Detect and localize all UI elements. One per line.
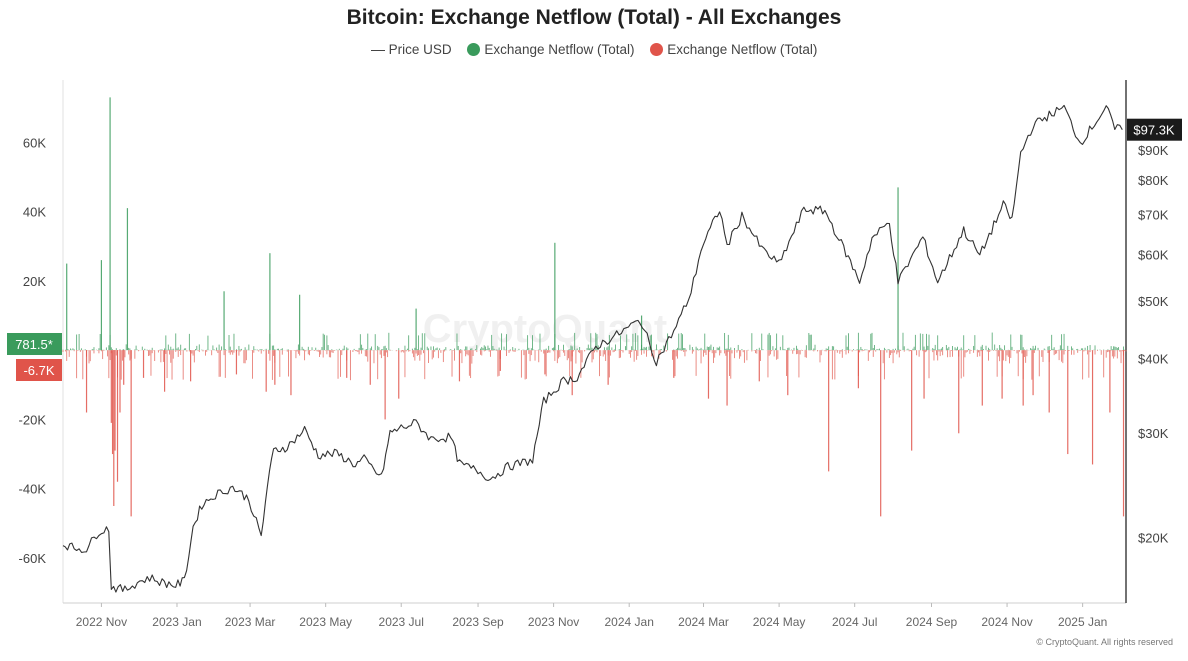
y-tick-label-left: 40K [23,205,46,220]
x-tick-label: 2025 Jan [1058,615,1107,629]
price-badge [1127,118,1182,141]
legend-dot-green-icon [467,43,481,56]
x-tick-label: 2024 Mar [678,615,729,629]
y-tick-label-right: $40K [1138,352,1169,367]
chart-title: Bitcoin: Exchange Netflow (Total) - All … [346,6,842,29]
legend-label-outflow: Exchange Netflow (Total) [667,42,818,57]
legend-item-outflow[interactable]: Exchange Netflow (Total) [650,42,817,57]
y-tick-label-right: $60K [1138,247,1169,262]
y-tick-label-left: -20K [19,412,47,427]
legend-line-icon [370,49,385,52]
watermark: CryptoQuant [423,307,667,351]
legend-label-price: Price USD [388,42,452,57]
y-tick-label-left: -40K [19,482,47,497]
x-tick-label: 2024 May [753,615,806,629]
y-tick-label-right: $70K [1138,208,1169,223]
netflow-bars [62,97,1127,517]
x-tick-label: 2023 Nov [528,615,579,629]
x-tick-label: 2023 May [299,615,352,629]
y-tick-label-right: $90K [1138,143,1169,158]
x-tick-label: 2023 Mar [225,615,276,629]
y-tick-label-left: 60K [23,135,46,150]
price-line [62,104,1123,593]
y-tick-label-right: $80K [1138,173,1169,188]
legend-dot-red-icon [650,43,664,56]
x-tick-label: 2023 Jan [152,615,201,629]
y-tick-label-right: $50K [1138,294,1169,309]
legend-label-inflow: Exchange Netflow (Total) [484,42,635,57]
y-tick-label-right: $30K [1138,426,1169,441]
x-tick-label: 2023 Sep [452,615,504,629]
x-tick-label: 2024 Nov [981,615,1032,629]
x-tick-label: 2024 Jul [832,615,877,629]
copyright: © CryptoQuant. All rights reserved [1036,637,1173,647]
outflow-badge [16,359,62,381]
y-tick-label-left: -60K [19,551,47,566]
x-tick-label: 2024 Sep [906,615,958,629]
y-tick-label-right: $20K [1138,530,1169,545]
x-tick-label: 2023 Jul [379,615,424,629]
legend-item-inflow[interactable]: Exchange Netflow (Total) [467,42,635,57]
outflow-badge-label: -6.7K [23,363,54,378]
y-tick-label-left: 20K [23,274,46,289]
price-badge-label: $97.3K [1133,123,1175,138]
x-tick-label: 2022 Nov [76,615,127,629]
inflow-badge-label: 781.5* [15,337,53,352]
inflow-badge [7,333,62,355]
legend-item-price[interactable]: Price USD [370,42,452,57]
x-tick-label: 2024 Jan [604,615,653,629]
legend: Price USD Exchange Netflow (Total) Excha… [0,42,1188,57]
